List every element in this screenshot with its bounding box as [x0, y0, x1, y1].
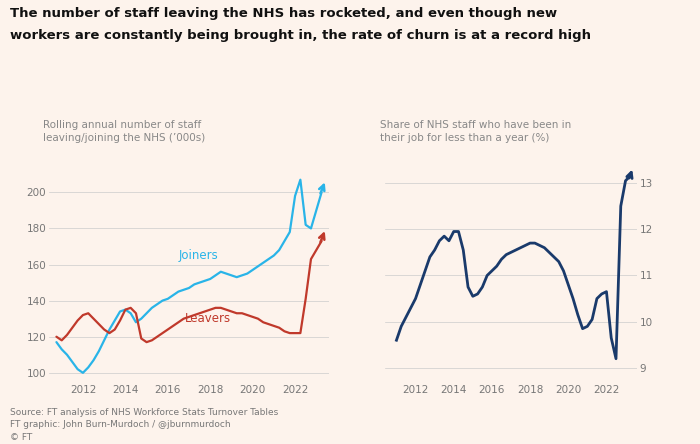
Text: The number of staff leaving the NHS has rocketed, and even though new: The number of staff leaving the NHS has … — [10, 7, 558, 20]
Text: workers are constantly being brought in, the rate of churn is at a record high: workers are constantly being brought in,… — [10, 29, 592, 42]
Text: Leavers: Leavers — [185, 312, 231, 325]
Text: Rolling annual number of staff
leaving/joining the NHS (’000s): Rolling annual number of staff leaving/j… — [43, 120, 206, 143]
Text: Joiners: Joiners — [178, 249, 218, 262]
Text: Share of NHS staff who have been in
their job for less than a year (%): Share of NHS staff who have been in thei… — [380, 120, 571, 143]
Text: Source: FT analysis of NHS Workforce Stats Turnover Tables
FT graphic: John Burn: Source: FT analysis of NHS Workforce Sta… — [10, 408, 279, 442]
